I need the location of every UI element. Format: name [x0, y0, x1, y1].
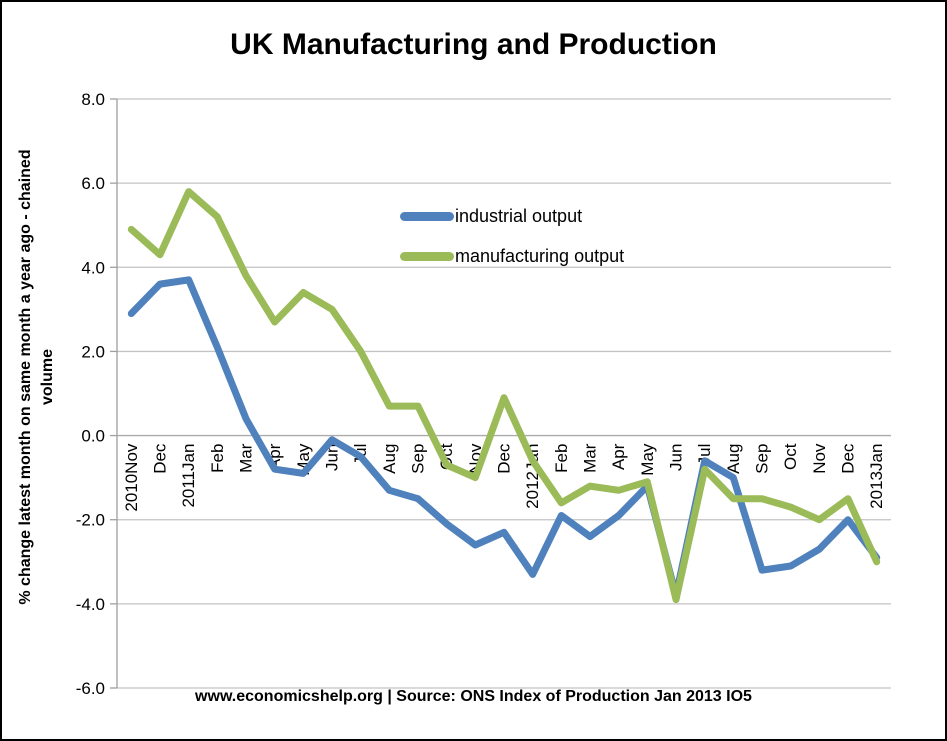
x-tick-label: Jun [667, 444, 686, 471]
legend-item-industrial-output: industrial output [400, 196, 624, 236]
y-tick-label: -4.0 [76, 595, 105, 614]
x-tick-label: Nov [810, 443, 829, 474]
x-tick-label: Aug [724, 444, 743, 474]
x-tick-label: Sep [753, 444, 772, 474]
legend-swatch-manufacturing-output [400, 251, 454, 261]
manufacturing-output-line [127, 188, 881, 604]
x-tick-label: Dec [495, 443, 514, 474]
legend: industrial output manufacturing output [400, 196, 624, 276]
x-tick-label: Aug [380, 444, 399, 474]
x-tick-label: Dec [151, 443, 170, 474]
legend-item-manufacturing-output: manufacturing output [400, 236, 624, 276]
x-tick-label: Feb [208, 444, 227, 473]
x-tick-label: Dec [839, 443, 858, 474]
industrial-output-line [127, 276, 881, 599]
x-tick-label: 2013Jan [867, 444, 886, 509]
y-axis-title-line1: % change latest month on same month a ye… [17, 149, 34, 605]
y-tick-label: 2.0 [81, 342, 105, 361]
x-tick-label: 2010Nov [122, 443, 141, 512]
x-tick-label: Mar [237, 443, 256, 473]
x-tick-label: 2011Jan [179, 444, 198, 508]
y-tick-label: 8.0 [81, 90, 105, 109]
x-tick-label: Mar [581, 443, 600, 473]
x-tick-label: Sep [409, 444, 428, 474]
y-axis-title-line2: volume [39, 349, 56, 406]
y-tick-label: 4.0 [81, 258, 105, 277]
x-tick-label: May [638, 443, 657, 476]
source-caption: www.economicshelp.org | Source: ONS Inde… [195, 688, 752, 705]
y-tick-label: 0.0 [81, 427, 105, 446]
y-tick-label: -6.0 [76, 679, 105, 698]
y-tick-label: 6.0 [81, 174, 105, 193]
x-tick-label: Feb [552, 444, 571, 473]
legend-label-manufacturing-output: manufacturing output [455, 245, 625, 266]
x-tick-label: 2012Jan [523, 444, 542, 509]
y-axis-title: % change latest month on same month a ye… [15, 82, 61, 672]
x-tick-label: Apr [609, 443, 628, 470]
x-tick-label: Oct [781, 443, 800, 470]
legend-label-industrial-output: industrial output [455, 205, 583, 226]
y-tick-label: -2.0 [76, 511, 105, 530]
chart-title: UK Manufacturing and Production [230, 28, 717, 61]
legend-swatch-industrial-output [400, 211, 454, 221]
